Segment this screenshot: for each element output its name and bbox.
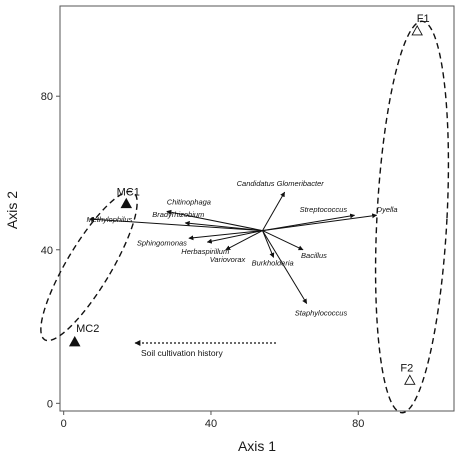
vector-candidatus-glomeribacter bbox=[262, 191, 286, 231]
point-mc2 bbox=[68, 335, 81, 347]
sample-points: MC1 MC2 F1 F2 bbox=[68, 13, 430, 385]
y-tick-label: 80 bbox=[41, 91, 53, 103]
group-ellipses bbox=[40, 20, 450, 414]
vector-label-bradyrhizobium: Bradyrhizobium bbox=[152, 210, 204, 219]
vector-chitinophaga bbox=[166, 209, 263, 232]
point-f2 bbox=[404, 374, 416, 385]
point-f1 bbox=[411, 25, 423, 36]
vector-label-burkholderia: Burkholderia bbox=[252, 258, 294, 267]
x-axis-title: Axis 1 bbox=[238, 438, 276, 454]
vector-bacillus bbox=[262, 230, 304, 251]
point-mc1 bbox=[120, 197, 133, 209]
vector-staphylococcus bbox=[262, 230, 308, 304]
vector-label-candidatus-glomeribacter: Candidatus Glomeribacter bbox=[237, 179, 325, 188]
f-group-ellipse bbox=[374, 20, 450, 414]
point-label-mc1: MC1 bbox=[117, 187, 140, 199]
vector-label-streptococcus: Streptococcus bbox=[300, 205, 348, 214]
x-tick-label: 40 bbox=[205, 418, 217, 430]
mc-group-ellipse bbox=[40, 190, 138, 342]
vector-label-sphingomonas: Sphingomonas bbox=[137, 238, 187, 247]
vector-burkholderia bbox=[262, 230, 275, 258]
vector-label-dyella: Dyella bbox=[377, 205, 398, 214]
plot-frame bbox=[59, 5, 455, 412]
y-axis-title: Axis 2 bbox=[4, 191, 20, 229]
axis-ticks: 0 40 80 0 40 80 bbox=[41, 91, 365, 430]
point-label-f1: F1 bbox=[417, 13, 430, 25]
vector-variovorax bbox=[225, 230, 263, 251]
vector-sphingomonas bbox=[188, 230, 263, 241]
vector-label-bacillus: Bacillus bbox=[301, 251, 327, 260]
point-label-mc2: MC2 bbox=[76, 323, 99, 335]
x-tick-label: 0 bbox=[61, 418, 67, 430]
cultivation-history-label: Soil cultivation history bbox=[141, 348, 223, 358]
vector-label-variovorax: Variovorax bbox=[210, 255, 246, 264]
vector-herbaspirillum bbox=[206, 230, 263, 244]
species-vectors: Candidatus Glomeribacter Streptococcus Dye… bbox=[86, 179, 397, 317]
vector-methylophilus bbox=[88, 216, 263, 232]
vector-label-chitinophaga: Chitinophaga bbox=[167, 197, 211, 206]
vector-label-methylophilus: Methylophilus bbox=[86, 215, 132, 224]
vector-dyella bbox=[262, 213, 378, 232]
x-tick-label: 80 bbox=[352, 418, 364, 430]
vector-label-herbaspirillum: Herbaspirillum bbox=[181, 247, 229, 256]
point-label-f2: F2 bbox=[400, 362, 413, 374]
y-tick-label: 40 bbox=[41, 245, 53, 257]
vector-label-staphylococcus: Staphylococcus bbox=[295, 309, 348, 318]
y-tick-label: 0 bbox=[47, 398, 53, 410]
